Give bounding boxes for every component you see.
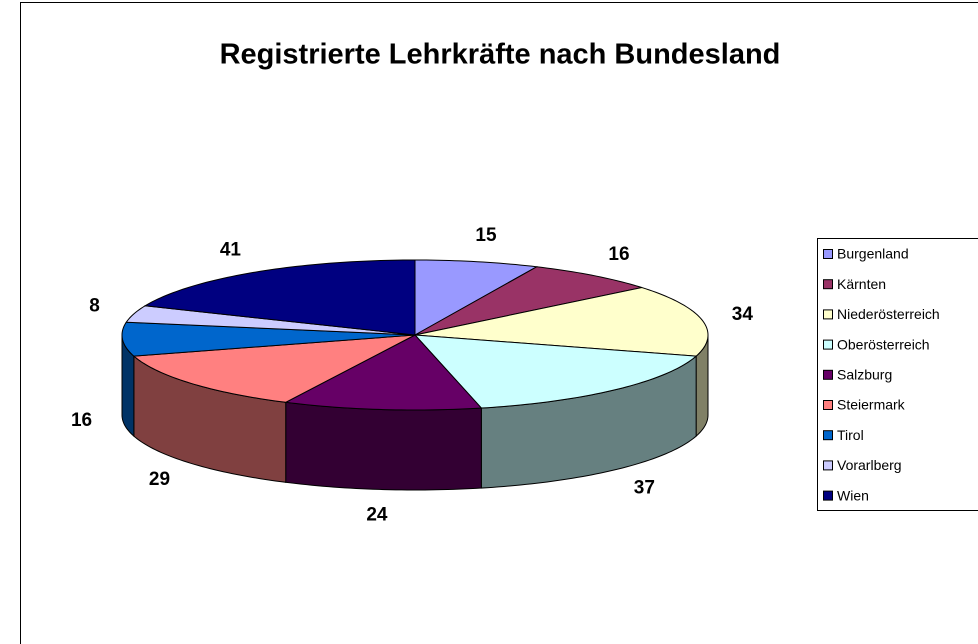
data-label: 29 — [149, 469, 170, 490]
legend-label: Wien — [837, 487, 869, 503]
legend-swatch — [823, 249, 833, 259]
legend-label: Vorarlberg — [837, 457, 902, 473]
pie-slice — [414, 287, 709, 357]
legend-label: Salzburg — [837, 367, 892, 383]
legend-label: Niederösterreich — [837, 306, 940, 322]
legend-swatch — [823, 279, 833, 290]
legend-label: Tirol — [837, 427, 864, 443]
legend-swatch — [823, 490, 833, 501]
pie-slice — [414, 259, 539, 336]
data-label: 41 — [220, 240, 242, 261]
legend-swatch — [823, 369, 833, 380]
legend-swatch — [823, 309, 833, 320]
data-label: 34 — [732, 304, 754, 325]
legend-label: Kärnten — [837, 276, 886, 292]
data-label: 16 — [71, 410, 92, 431]
pie-slice — [125, 305, 416, 336]
legend — [817, 238, 978, 511]
pie-side — [285, 401, 482, 491]
chart-title: Registrierte Lehrkräfte nach Bundesland — [220, 39, 781, 71]
data-label: 24 — [366, 505, 388, 526]
legend-swatch — [823, 430, 833, 441]
legend-label: Burgenland — [837, 246, 909, 262]
data-label: 37 — [634, 478, 655, 499]
legend-swatch — [823, 460, 833, 471]
pie-slice — [121, 321, 416, 357]
pie-slice — [143, 259, 416, 336]
data-label: 15 — [475, 225, 497, 246]
data-label: 16 — [608, 244, 629, 265]
data-label: 8 — [89, 295, 100, 316]
legend-swatch — [823, 339, 833, 350]
legend-label: Steiermark — [837, 397, 906, 413]
legend-swatch — [823, 400, 833, 410]
legend-label: Oberösterreich — [837, 336, 930, 352]
pie-slice — [413, 334, 698, 409]
pie-slice — [284, 334, 483, 411]
pie-slice — [132, 334, 416, 403]
pie-slice — [414, 266, 642, 336]
